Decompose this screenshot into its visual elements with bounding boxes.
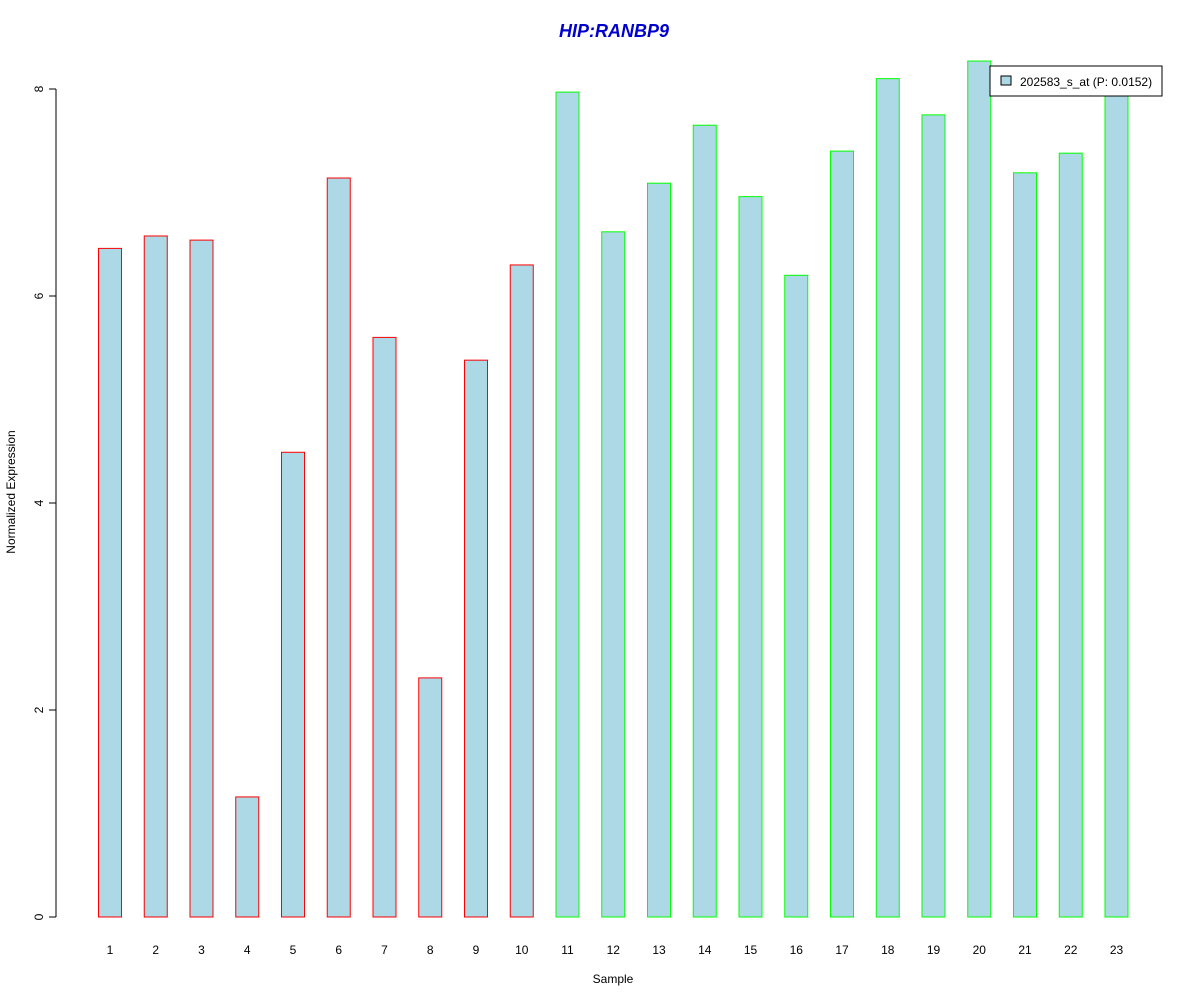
x-axis-tick-labels: 1 2 3 4 5 6 7 8 9 10 11 12 13 14 15 16 17 18 19 20 21 22 23 xyxy=(107,943,1124,957)
bar xyxy=(418,677,443,918)
x-axis-tick-label: 23 xyxy=(1110,943,1124,957)
bar xyxy=(692,124,717,918)
x-axis-tick-label: 4 xyxy=(244,943,251,957)
x-axis-tick-label: 6 xyxy=(335,943,342,957)
bar xyxy=(372,336,397,918)
bar xyxy=(738,196,763,918)
bar xyxy=(509,264,534,918)
x-axis-tick-label: 14 xyxy=(698,943,712,957)
x-axis-tick-label: 10 xyxy=(515,943,529,957)
x-axis-tick-label: 21 xyxy=(1018,943,1032,957)
x-axis-tick-label: 3 xyxy=(198,943,205,957)
x-axis-tick-label: 5 xyxy=(290,943,297,957)
bar xyxy=(1058,152,1083,918)
bar xyxy=(555,91,580,918)
bar xyxy=(143,235,168,918)
y-axis-tick-label: 6 xyxy=(32,292,46,299)
y-axis-label: Normalized Expression xyxy=(4,430,18,553)
bar xyxy=(1104,91,1129,918)
legend-label: 202583_s_at (P: 0.0152) xyxy=(1020,75,1152,89)
chart-title: HIP:RANBP9 xyxy=(559,21,669,41)
bar xyxy=(830,150,854,918)
bar xyxy=(464,359,488,918)
x-axis-tick-label: 18 xyxy=(881,943,895,957)
bar xyxy=(189,239,214,918)
bar xyxy=(647,182,671,918)
bar xyxy=(967,60,992,918)
x-axis-tick-label: 15 xyxy=(744,943,758,957)
x-axis-tick-label: 9 xyxy=(473,943,480,957)
x-axis-tick-label: 8 xyxy=(427,943,434,957)
x-axis-tick-label: 1 xyxy=(107,943,114,957)
bars xyxy=(98,60,1129,918)
x-axis-tick-label: 22 xyxy=(1064,943,1078,957)
bar xyxy=(281,451,305,918)
legend: 202583_s_at (P: 0.0152) xyxy=(989,65,1163,97)
x-axis-tick-label: 20 xyxy=(973,943,987,957)
x-axis-tick-label: 16 xyxy=(790,943,804,957)
x-axis-tick-label: 19 xyxy=(927,943,941,957)
bar xyxy=(98,247,122,918)
bar xyxy=(326,177,351,918)
bar xyxy=(601,231,626,918)
x-axis-tick-label: 12 xyxy=(607,943,621,957)
x-axis-tick-label: 11 xyxy=(561,943,574,957)
y-axis-tick-label: 0 xyxy=(32,913,46,920)
x-axis-tick-label: 2 xyxy=(152,943,159,957)
bar xyxy=(1013,172,1037,918)
y-axis-tick-label: 8 xyxy=(32,85,46,92)
bar xyxy=(784,274,809,918)
x-axis-label: Sample xyxy=(593,972,634,986)
bar xyxy=(235,796,260,918)
x-axis-tick-label: 13 xyxy=(652,943,666,957)
bar xyxy=(921,114,946,918)
y-axis-tick-label: 2 xyxy=(32,706,46,713)
legend-swatch xyxy=(1000,75,1012,86)
y-axis: 0 2 4 6 8 xyxy=(32,85,57,920)
x-axis-tick-label: 17 xyxy=(835,943,849,957)
y-axis-tick-label: 4 xyxy=(32,499,46,506)
legend-box xyxy=(989,65,1163,97)
bar xyxy=(875,78,900,918)
x-axis-tick-label: 7 xyxy=(381,943,388,957)
